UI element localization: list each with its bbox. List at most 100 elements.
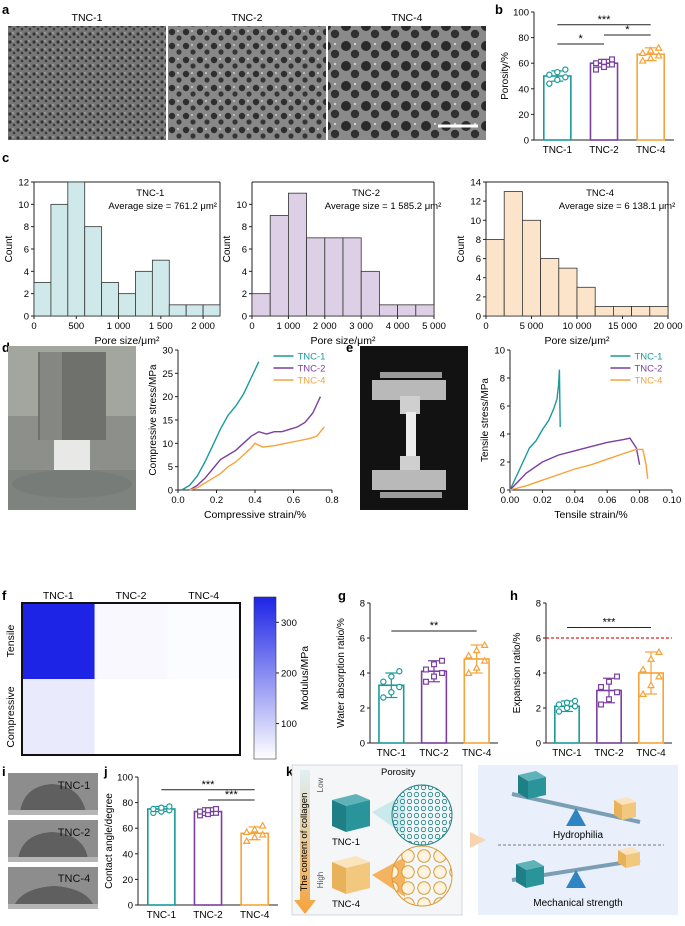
heatmap-cell [22, 679, 95, 755]
y-tick-label: 0 [524, 136, 529, 147]
histogram-bar [558, 267, 578, 317]
bar-tnc-4 [240, 832, 269, 906]
x-tick-label: 0.00 [501, 495, 520, 506]
transition-arrow [470, 832, 486, 848]
x-tick-label: 0.0 [171, 495, 184, 506]
histogram-bar [202, 304, 221, 317]
heatmap-row-label: Tensile [5, 624, 17, 657]
data-point [608, 56, 615, 63]
histogram-bar [360, 270, 380, 317]
y-tick-label: 80 [122, 798, 133, 809]
x-tick-label: TNC-1 [147, 910, 177, 921]
sem-image-tnc2 [168, 26, 326, 140]
x-tick-label: 1 500 [149, 321, 173, 332]
histogram-bar [135, 270, 153, 317]
droplet-label-tnc2: TNC-2 [58, 827, 90, 839]
data-point [205, 807, 212, 814]
y-tick-label: 40 [518, 84, 529, 95]
histogram-bar [503, 191, 523, 317]
y-tick-label: 4 [500, 430, 505, 441]
histogram-bar [251, 293, 271, 317]
x-tick-label: TNC-1 [552, 748, 582, 759]
droplet-label-tnc4: TNC-4 [58, 873, 90, 885]
data-point [654, 51, 663, 59]
droplet-tnc2: TNC-2 [8, 820, 98, 862]
x-tick-label: 5 000 [422, 321, 446, 332]
heatmap-cell [94, 603, 168, 679]
data-point [197, 808, 204, 815]
legend-label: TNC-2 [297, 364, 325, 375]
y-tick-label: 10 [18, 200, 29, 211]
droplet-tnc1: TNC-1 [8, 773, 98, 815]
tnc1-cube-label: TNC-1 [332, 837, 360, 848]
panel-label-b: b [495, 2, 503, 17]
data-point [562, 66, 569, 73]
panel-label-g: g [338, 588, 346, 603]
histogram-title: TNC-1 [136, 188, 164, 199]
data-point [380, 694, 387, 701]
y-tick-label: 8 [360, 599, 365, 610]
sem-label-tnc2: TNC-2 [232, 12, 263, 24]
series-line-tnc-4 [509, 448, 649, 491]
y-tick-label: 0 [500, 486, 505, 497]
y-axis-title: Compressive stress/MPa [148, 364, 159, 476]
schematic-right-box [478, 765, 678, 915]
data-point [472, 646, 481, 654]
y-tick-label: 2 [242, 289, 247, 300]
data-point [423, 666, 430, 673]
data-point [613, 689, 620, 696]
histogram-bar [378, 304, 398, 317]
significance-label: * [579, 33, 584, 45]
data-point [464, 651, 473, 659]
low-label: Low [316, 777, 325, 792]
histogram-bar [33, 282, 52, 317]
histogram-bar [101, 282, 119, 317]
data-point [380, 678, 387, 685]
y-tick-label: 4 [476, 273, 481, 284]
data-point [646, 46, 655, 54]
y-tick-label: 10 [162, 439, 173, 450]
histogram-bar [397, 304, 417, 317]
x-tick-label: TNC-4 [636, 748, 666, 759]
data-point [555, 708, 563, 715]
data-point [638, 48, 647, 56]
data-point [554, 68, 561, 76]
y-tick-label: 2 [476, 292, 481, 303]
y-tick-label: 14 [470, 178, 481, 189]
heatmap-column-label: TNC-4 [188, 590, 219, 602]
collagen-axis-label: The content of collagen [299, 793, 310, 892]
x-tick-label: 4 000 [386, 321, 410, 332]
data-point [654, 672, 664, 680]
y-tick-label: 2 [360, 704, 365, 715]
legend-label: TNC-4 [297, 376, 325, 387]
data-point [242, 836, 251, 845]
data-point [646, 654, 656, 663]
y-tick-label: 40 [122, 849, 133, 860]
y-tick-label: 5 [168, 462, 173, 473]
data-point [472, 663, 481, 671]
x-tick-label: TNC-4 [240, 910, 270, 921]
panel-label-d: d [2, 340, 10, 355]
y-tick-label: 60 [518, 59, 529, 70]
x-tick-label: TNC-1 [377, 748, 407, 759]
colorbar-title: Modulus/MPa [299, 646, 311, 710]
data-point [571, 697, 579, 705]
data-point [600, 58, 607, 65]
x-tick-label: TNC-2 [589, 145, 619, 156]
x-tick-label: 2 000 [191, 321, 215, 332]
y-tick-label: 12 [470, 197, 481, 208]
y-axis-title: Count [4, 235, 15, 262]
x-tick-label: 0 [31, 321, 36, 332]
x-tick-label: TNC-1 [543, 145, 573, 156]
y-tick-label: 8 [24, 222, 29, 233]
y-axis-title: Count [222, 235, 233, 262]
droplet-photos: TNC-1 TNC-2 TNC-4 [8, 773, 98, 909]
data-point [605, 678, 612, 685]
x-tick-label: 0 [483, 321, 488, 332]
data-point [554, 76, 561, 84]
x-tick-label: 0.10 [663, 495, 682, 506]
significance-label: *** [603, 617, 617, 629]
y-tick-label: 2 [536, 704, 541, 715]
expansion-bar-chart: 0 2 4 6 8 Expansion ratio/% TNC-1 TNC-2 TNC-4 *** [512, 599, 672, 759]
